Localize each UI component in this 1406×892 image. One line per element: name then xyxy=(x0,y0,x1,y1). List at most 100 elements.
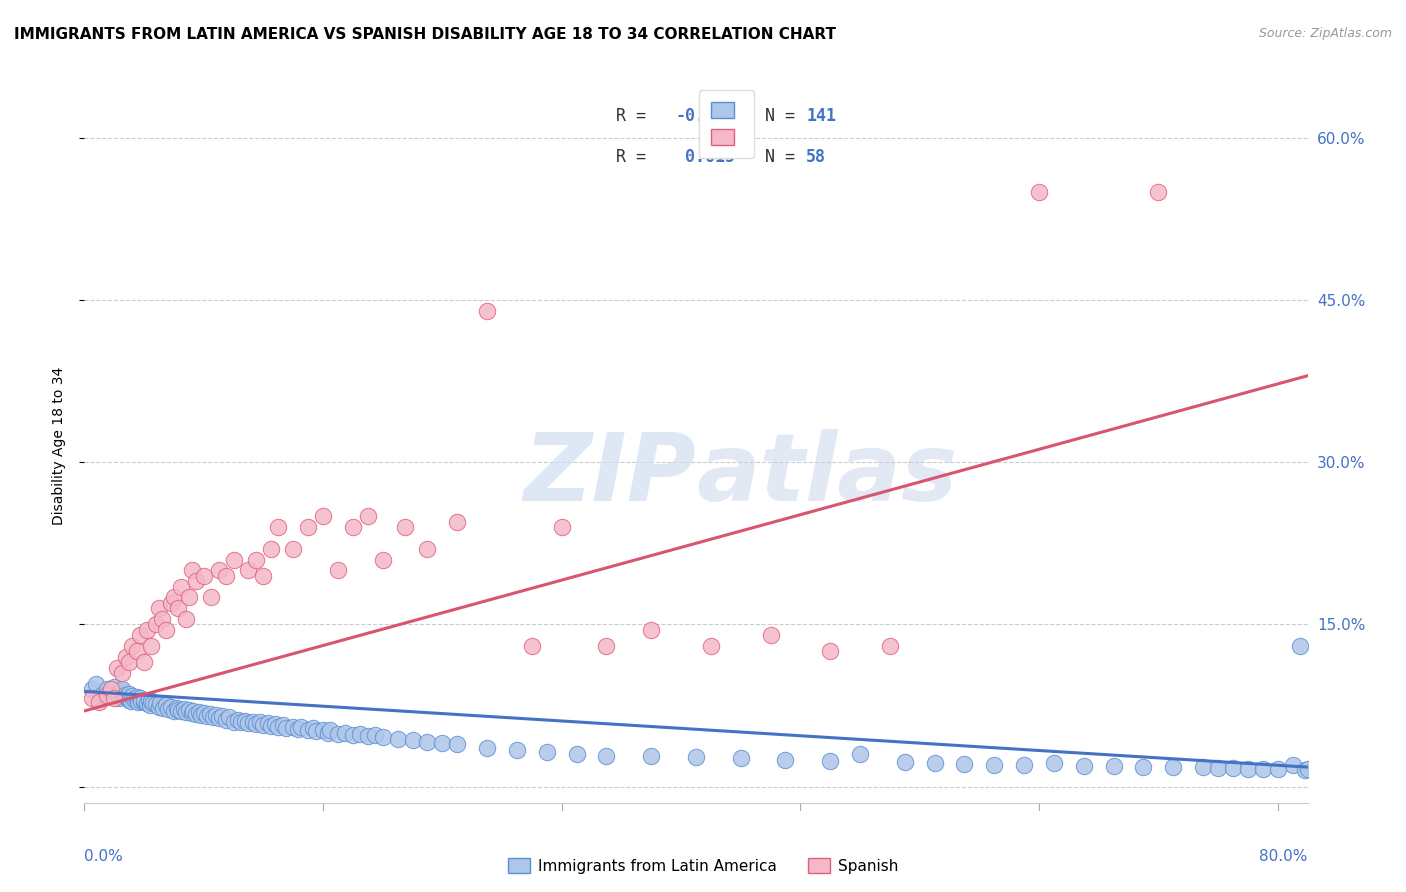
Point xyxy=(257,715,280,730)
Point xyxy=(1073,759,1095,773)
Point xyxy=(207,711,229,725)
Point xyxy=(297,520,319,534)
Point xyxy=(148,699,170,714)
Text: ZIP: ZIP xyxy=(523,428,696,521)
Point xyxy=(156,702,179,716)
Point xyxy=(342,728,364,742)
Point xyxy=(700,639,723,653)
Text: R =: R = xyxy=(616,148,657,167)
Point xyxy=(1147,185,1170,199)
Point xyxy=(245,552,267,566)
Point xyxy=(150,612,173,626)
Point xyxy=(118,690,141,705)
Point xyxy=(190,708,212,723)
Point xyxy=(283,541,305,556)
Point xyxy=(160,596,183,610)
Point xyxy=(204,708,226,723)
Point xyxy=(218,710,240,724)
Point xyxy=(326,563,349,577)
Point xyxy=(252,568,274,582)
Point xyxy=(118,655,141,669)
Point xyxy=(138,693,160,707)
Point xyxy=(193,568,215,582)
Point xyxy=(115,690,138,704)
Point xyxy=(1289,639,1312,653)
Point xyxy=(446,738,468,752)
Point xyxy=(297,723,319,738)
Point xyxy=(1012,758,1035,772)
Point xyxy=(818,644,841,658)
Point xyxy=(326,726,349,740)
Point xyxy=(128,628,150,642)
Point xyxy=(222,552,245,566)
Point xyxy=(416,735,439,749)
Point xyxy=(335,725,357,739)
Point xyxy=(145,698,167,712)
Point xyxy=(100,682,122,697)
Point xyxy=(211,709,233,723)
Point xyxy=(416,541,439,556)
Point xyxy=(141,694,163,708)
Point xyxy=(111,684,134,698)
Point xyxy=(127,695,149,709)
Point xyxy=(595,639,617,653)
Point xyxy=(238,563,260,577)
Point xyxy=(215,568,238,582)
Point xyxy=(132,693,155,707)
Text: IMMIGRANTS FROM LATIN AMERICA VS SPANISH DISABILITY AGE 18 TO 34 CORRELATION CHA: IMMIGRANTS FROM LATIN AMERICA VS SPANISH… xyxy=(14,27,837,42)
Point xyxy=(152,700,174,714)
Point xyxy=(167,601,190,615)
Point xyxy=(111,682,134,697)
Point xyxy=(145,617,167,632)
Point xyxy=(132,655,155,669)
Point xyxy=(595,749,617,764)
Point xyxy=(132,695,155,709)
Point xyxy=(1296,762,1319,776)
Point xyxy=(387,731,409,746)
Point xyxy=(89,695,111,709)
Point xyxy=(170,704,193,718)
Point xyxy=(155,623,177,637)
Text: N =: N = xyxy=(745,107,804,125)
Point xyxy=(260,541,283,556)
Point xyxy=(128,690,150,705)
Point xyxy=(983,758,1005,772)
Point xyxy=(100,684,122,698)
Point xyxy=(103,688,125,702)
Point xyxy=(188,705,211,719)
Point xyxy=(142,696,165,710)
Point xyxy=(1102,759,1125,773)
Point xyxy=(174,612,197,626)
Point xyxy=(271,718,294,732)
Y-axis label: Disability Age 18 to 34: Disability Age 18 to 34 xyxy=(52,367,66,525)
Point xyxy=(894,755,917,769)
Point xyxy=(163,591,186,605)
Point xyxy=(207,563,229,577)
Point xyxy=(173,702,195,716)
Point xyxy=(342,520,364,534)
Legend: Immigrants from Latin America, Spanish: Immigrants from Latin America, Spanish xyxy=(502,852,904,880)
Point xyxy=(193,706,215,720)
Point xyxy=(401,733,423,747)
Point xyxy=(1043,756,1066,770)
Point xyxy=(357,729,380,743)
Point xyxy=(96,688,118,702)
Point xyxy=(267,520,290,534)
Point xyxy=(287,723,309,737)
Point xyxy=(1281,758,1303,772)
Text: 80.0%: 80.0% xyxy=(1260,849,1308,864)
Point xyxy=(349,726,371,740)
Point xyxy=(96,682,118,697)
Point xyxy=(1192,760,1215,774)
Point xyxy=(125,690,148,704)
Point xyxy=(122,692,145,706)
Point xyxy=(103,690,125,705)
Point xyxy=(235,714,257,728)
Point xyxy=(357,509,380,524)
Point xyxy=(1222,761,1244,775)
Point xyxy=(115,649,138,664)
Point xyxy=(141,639,163,653)
Text: 141: 141 xyxy=(806,107,837,125)
Point xyxy=(1206,761,1229,775)
Point xyxy=(640,623,662,637)
